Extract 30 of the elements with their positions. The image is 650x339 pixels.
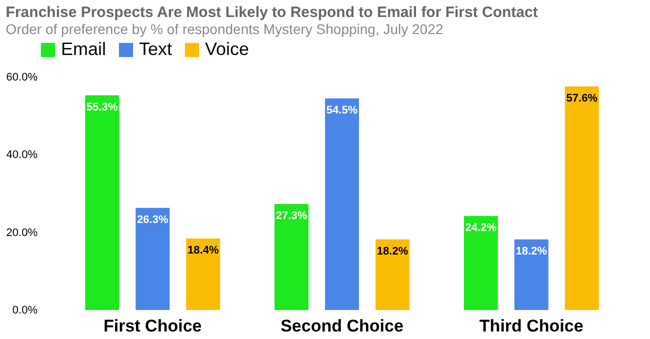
legend-label: Text [139, 39, 172, 59]
bar [514, 239, 548, 310]
x-tick-label: Third Choice [479, 316, 584, 336]
bar [325, 98, 359, 310]
bar [564, 86, 599, 310]
bar [376, 239, 410, 310]
data-label: 18.2% [516, 245, 548, 258]
data-label: 24.2% [465, 222, 497, 234]
bar [136, 208, 170, 310]
legend-label: Voice [205, 39, 250, 59]
data-label: 54.5% [326, 104, 358, 116]
y-tick-label: 40.0% [6, 149, 38, 162]
text: Order of preference by % of respondents Mystery Shopping, July 2022 [6, 21, 444, 37]
bar [186, 238, 220, 310]
chart-title: Franchise Prospects Are Most Likely to Respond to Email for First Contact [6, 4, 538, 21]
bar [85, 95, 120, 310]
legend-label: Email [61, 39, 106, 59]
data-label: 27.3% [276, 210, 308, 222]
data-label: 18.2% [376, 245, 408, 258]
y-tick-label: 20.0% [6, 226, 38, 239]
data-label: 55.3% [86, 101, 118, 114]
data-label: 26.3% [137, 214, 168, 226]
bar [464, 216, 498, 310]
data-label: 57.6% [566, 92, 598, 104]
y-tick-label: 0.0% [12, 304, 38, 316]
y-tick-label: 60.0% [6, 72, 38, 84]
data-label: 18.4% [188, 244, 219, 257]
x-tick-label: First Choice [104, 316, 202, 336]
bar [274, 204, 308, 310]
x-tick-label: Second Choice [280, 316, 404, 336]
